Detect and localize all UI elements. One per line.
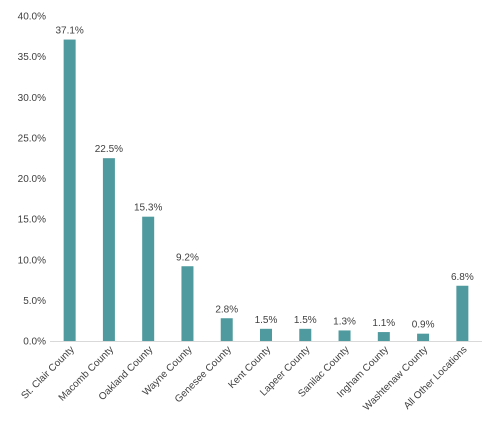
data-label: 37.1% (55, 26, 83, 37)
data-label: 22.5% (95, 144, 123, 155)
y-tick-label: 0.0% (23, 337, 46, 348)
bar (338, 330, 351, 341)
data-label: 9.2% (176, 252, 199, 263)
y-tick-label: 20.0% (18, 174, 46, 185)
bar (63, 39, 76, 341)
y-tick-label: 15.0% (18, 215, 46, 226)
y-tick-label: 5.0% (23, 296, 46, 307)
y-tick-label: 35.0% (18, 52, 46, 63)
bars (63, 39, 469, 341)
bar (181, 266, 194, 341)
y-tick-label: 25.0% (18, 133, 46, 144)
bar (299, 328, 312, 341)
bar (142, 216, 155, 341)
y-tick-label: 40.0% (18, 12, 46, 23)
bar (220, 318, 233, 341)
y-axis: 0.0% 5.0% 10.0% 15.0% 20.0% 25.0% 30.0% 35.0% 40… (18, 12, 46, 348)
data-label: 1.3% (333, 316, 356, 327)
bar (102, 158, 115, 341)
y-tick-label: 10.0% (18, 255, 46, 266)
data-label: 1.1% (372, 318, 395, 329)
bar (456, 285, 469, 341)
data-label: 2.8% (215, 304, 238, 315)
y-tick-label: 30.0% (18, 93, 46, 104)
bar (260, 328, 272, 341)
bar (417, 333, 430, 341)
bar (377, 332, 390, 341)
data-label: 6.8% (451, 272, 474, 283)
data-label: 1.5% (294, 315, 317, 326)
data-label: 15.3% (134, 203, 162, 214)
data-label: 1.5% (255, 315, 278, 326)
data-labels: 37.1% 22.5% 15.3% 9.2% 2.8% 1.5% 1.5% 1.3% 1.1% 0… (55, 26, 473, 331)
data-label: 0.9% (412, 320, 435, 331)
